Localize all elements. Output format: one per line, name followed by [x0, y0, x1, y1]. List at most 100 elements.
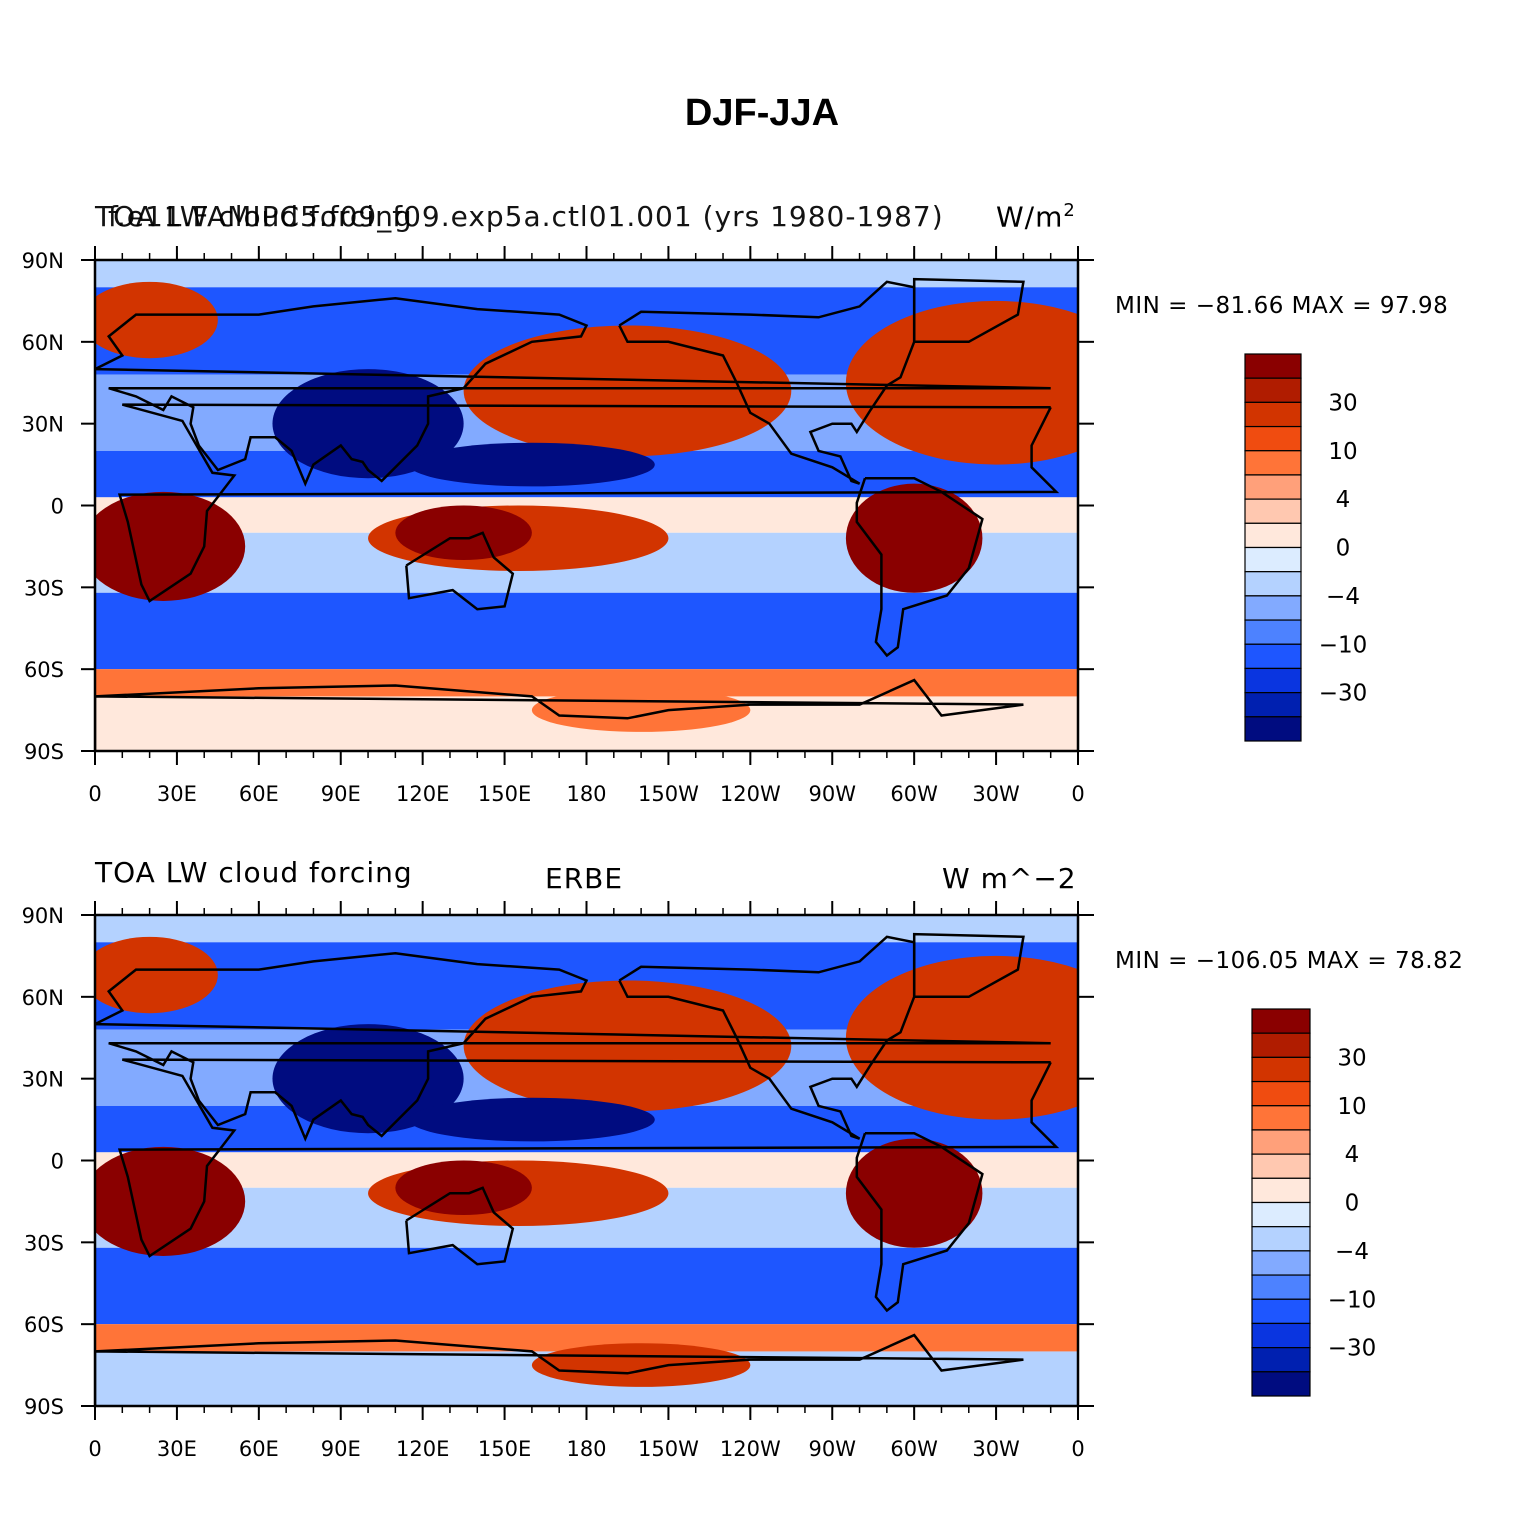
colorbar-label: 30 [1337, 1045, 1366, 1071]
panel1-case-label: f.e11.FAMIPC5.f09_f09.exp5a.ctl01.001 (y… [108, 200, 944, 233]
lon-tick-label: 90W [809, 782, 857, 806]
band-midlat-s [95, 1247, 1078, 1325]
coastlines [95, 277, 1060, 751]
lon-tick-label: 150E [478, 1437, 531, 1461]
lon-tick-label: 30E [157, 782, 197, 806]
coastline [855, 476, 984, 658]
tibet-blob [272, 369, 464, 479]
coastline [95, 296, 1051, 487]
lon-tick-label: 60W [890, 782, 938, 806]
panel2-units-label: W m^−2 [942, 862, 1077, 895]
lon-tick-label: 0 [88, 782, 101, 806]
colorbar-swatch [1251, 1129, 1311, 1155]
colorbar-swatch [1251, 1298, 1311, 1325]
colorbar-swatch [1251, 1226, 1311, 1252]
amazon-blob [845, 483, 983, 593]
north-pacific-blob [463, 325, 792, 457]
colorbar-label: −10 [1328, 1287, 1377, 1313]
colorbar-swatch [1251, 1080, 1311, 1107]
colorbar-swatch [1244, 546, 1302, 573]
lat-tick-label: 30N [22, 413, 64, 437]
coastline [912, 277, 1025, 344]
maritime-blob [395, 1160, 532, 1216]
colorbar-label: 4 [1336, 487, 1351, 513]
lat-tick-label: 60N [22, 331, 64, 355]
colorbar-swatch [1244, 667, 1302, 694]
amazon-blob [845, 1138, 983, 1248]
coastline [618, 280, 916, 485]
colorbar-swatch [1251, 1032, 1311, 1058]
panel1-map: 0 30E 60E 90E 120E 150E 180 150W 120W 90W 60W 30W 09… [22, 246, 1368, 806]
figure-title: DJF-JJA [684, 92, 840, 134]
panel1-units-label: W/m2 [996, 200, 1076, 233]
colorbar-label: −4 [1335, 1239, 1369, 1265]
lon-tick-label: 120E [396, 782, 449, 806]
lon-tick-label: 60E [239, 782, 279, 806]
lon-tick-label: 150W [638, 1437, 699, 1461]
europe-blob [95, 281, 218, 359]
colorbar-swatch [1251, 1008, 1311, 1034]
colorbar-swatch [1244, 353, 1302, 379]
maritime-blob [395, 505, 532, 561]
west-pacific-blob [409, 1097, 655, 1142]
colorbar-swatch [1244, 595, 1302, 621]
lon-tick-label: 150E [478, 782, 531, 806]
colorbar-swatch [1244, 450, 1302, 476]
coastline [117, 1058, 1060, 1258]
colorbar-label: 10 [1328, 439, 1357, 465]
lon-tick-label: 180 [566, 782, 606, 806]
colorbar-label: −30 [1319, 681, 1368, 707]
panel2-left-label: TOA LW cloud forcing [95, 856, 413, 889]
lat-tick-label: 90N [22, 904, 64, 928]
lon-tick-label: 90E [321, 782, 361, 806]
lon-tick-label: 60E [239, 1437, 279, 1461]
coastline [912, 932, 1025, 999]
lat-tick-label: 60N [22, 986, 64, 1010]
colorbar-label: 30 [1328, 390, 1357, 416]
colorbar-swatch [1251, 1177, 1311, 1204]
colorbar-swatch [1244, 474, 1302, 500]
lat-tick-label: 30S [24, 576, 64, 600]
colorbar-swatch [1251, 1056, 1311, 1083]
lon-tick-label: 0 [1071, 1437, 1084, 1461]
coastline [95, 1333, 1024, 1406]
panel1-min-max: MIN = −81.66 MAX = 97.98 [1115, 293, 1449, 319]
lon-tick-label: 60W [890, 1437, 938, 1461]
contour-field [95, 260, 1078, 751]
panel1-left-label: TOA LW cloud forcing [95, 200, 413, 233]
ross-sea-blob [531, 1343, 751, 1387]
lon-tick-label: 30W [972, 1437, 1020, 1461]
colorbar-label: −30 [1328, 1336, 1377, 1362]
lon-tick-label: 0 [1071, 782, 1084, 806]
lon-tick-label: 30W [972, 782, 1020, 806]
colorbar: 30 10 4 0 −4 −10 −30 [1244, 353, 1368, 742]
colorbar-swatch [1244, 401, 1302, 428]
contour-field [95, 915, 1078, 1406]
lat-tick-label: 90S [24, 1395, 64, 1419]
lat-tick-label: 60S [24, 658, 64, 682]
lat-tick-label: 30S [24, 1231, 64, 1255]
coastline [618, 935, 916, 1140]
panel2-min-max: MIN = −106.05 MAX = 78.82 [1115, 948, 1464, 974]
north-atlantic-blob [845, 955, 1078, 1120]
colorbar-swatch [1251, 1322, 1311, 1349]
colorbar-swatch [1251, 1371, 1311, 1397]
europe-blob [95, 936, 218, 1014]
coastline [405, 531, 515, 611]
colorbar-swatch [1244, 716, 1302, 742]
colorbar-swatch [1251, 1201, 1311, 1228]
coastline [95, 951, 1051, 1142]
colorbar-swatch [1251, 1347, 1311, 1373]
colorbar-swatch [1251, 1105, 1311, 1131]
colorbar-label: −10 [1319, 632, 1368, 658]
lon-tick-label: 0 [88, 1437, 101, 1461]
lat-tick-label: 30N [22, 1068, 64, 1092]
colorbar-swatch [1244, 522, 1302, 549]
tibet-blob [272, 1024, 464, 1134]
panel1-units-text: W/m [996, 200, 1064, 234]
coastlines [95, 932, 1060, 1406]
colorbar-swatch [1244, 571, 1302, 597]
colorbar-swatch [1244, 619, 1302, 645]
lat-tick-label: 0 [51, 1150, 64, 1174]
